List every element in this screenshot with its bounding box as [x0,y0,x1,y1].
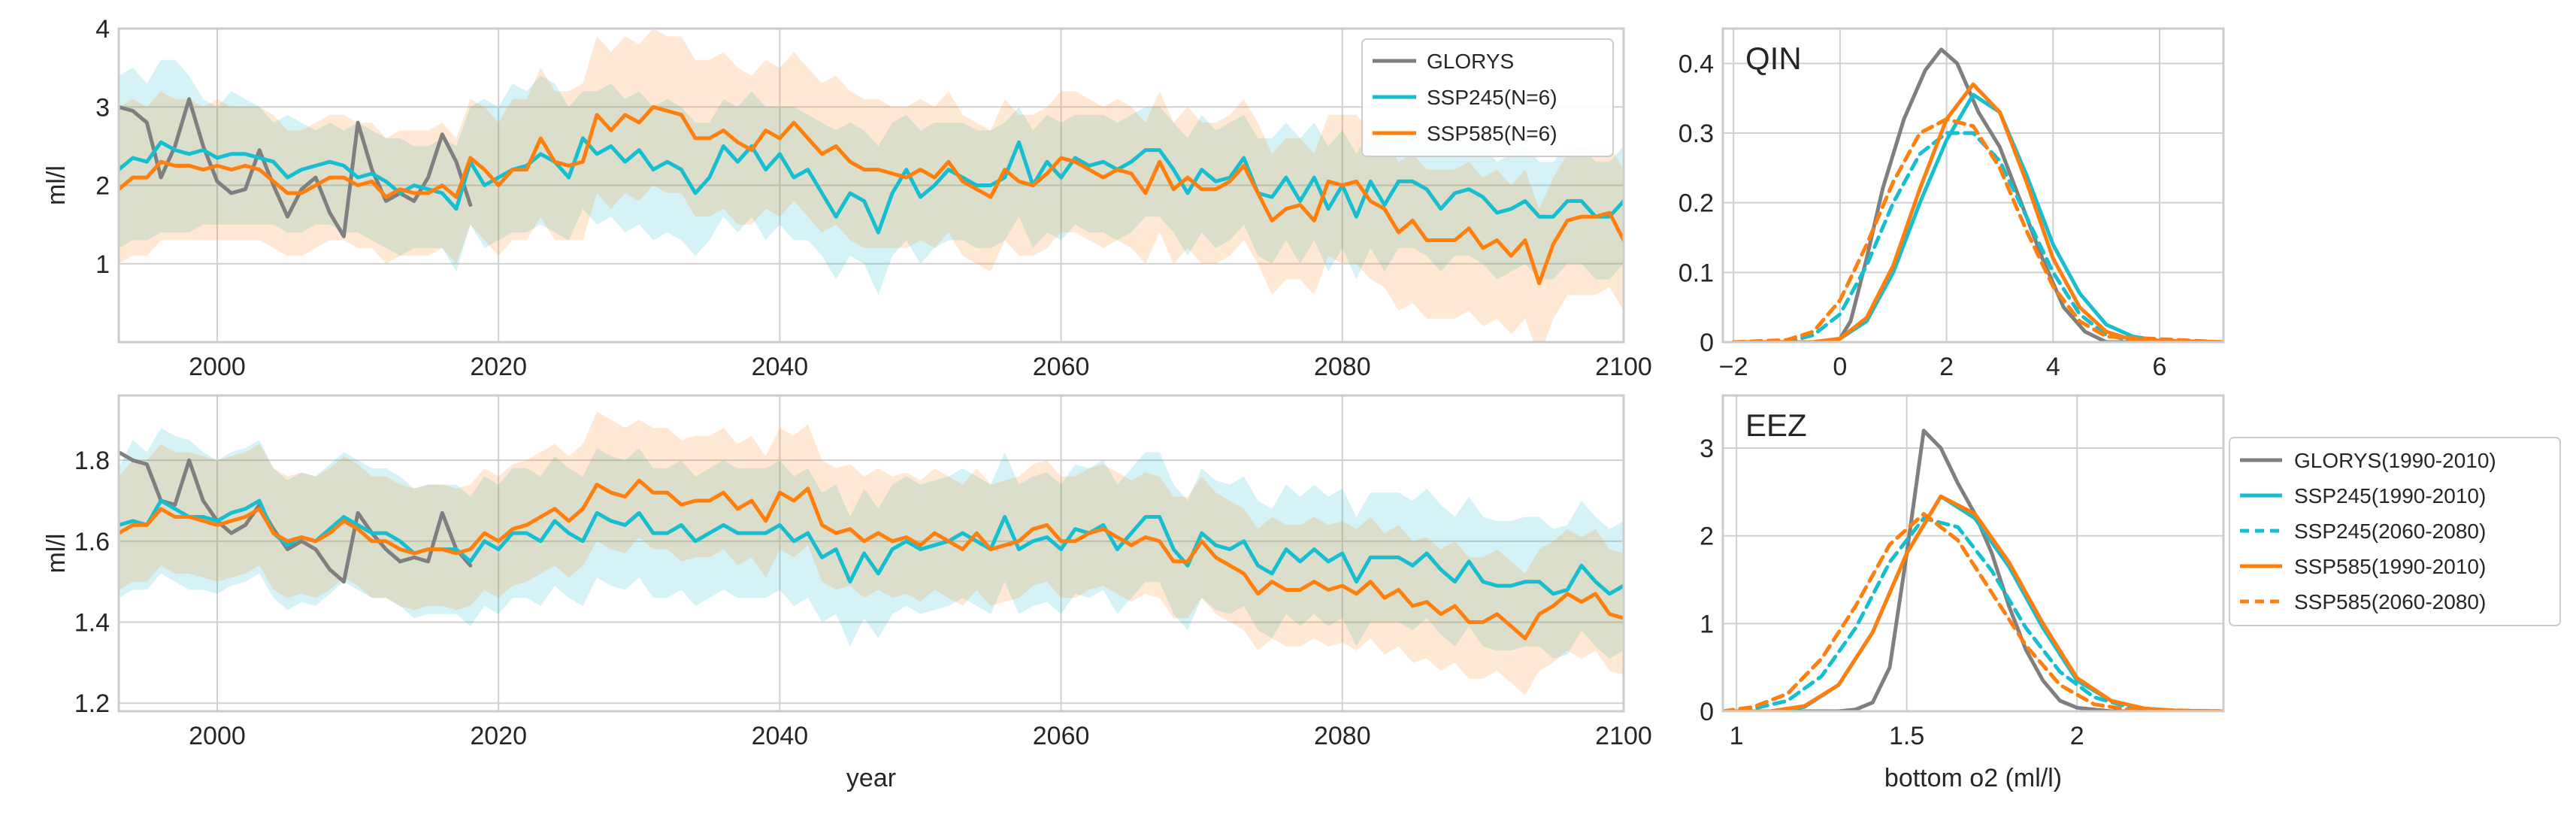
series-line [119,450,473,584]
panel-label: QIN [1745,41,1802,76]
x-tick-label: 2080 [1314,722,1371,750]
legend-box [2229,437,2561,626]
legend-label: SSP245(1990-2010) [2294,484,2486,507]
x-tick-label: 2100 [1595,353,1652,381]
series-line [119,136,1624,235]
series-line [119,498,1624,596]
spread-band [119,59,1624,295]
spread-band [119,428,1624,659]
x-tick-label: 0 [1833,353,1847,381]
x-tick-label: 4 [2046,353,2060,381]
plot-area [119,29,1624,342]
series-line [1723,494,2223,711]
y-axis-label: ml/l [42,534,71,574]
x-tick-label: 1 [1730,722,1744,750]
legend: GLORYS SSP245(N=6) SSP585(N=6) [1361,38,1614,157]
y-tick-label: 0.4 [1678,50,1714,78]
x-tick-label: 2000 [189,353,246,381]
series-line [1723,512,2223,711]
grid-lines [1723,395,2223,712]
legend-label: SSP585(N=6) [1427,122,1557,145]
plot-area [1723,429,2223,711]
x-tick-label: 1.5 [1889,722,1924,750]
x-tick-label: 2 [2070,722,2084,750]
chart-panel-ts_qin: 2000 2020 2040 2060 2080 2100 1 2 3 4 ml/l GLORYS SS… [42,15,1652,381]
y-tick-label: 0.3 [1678,120,1714,148]
x-tick-label: 2 [1939,353,1954,381]
axes-frame [117,27,1625,344]
y-tick-label: 1.2 [74,689,110,718]
legend-label: SSP245(2060-2080) [2294,520,2486,543]
series-line [119,478,1624,641]
y-tick-label: 3 [95,93,110,122]
series-line [1723,429,2223,711]
series-line [1731,47,2223,342]
x-tick-label: 6 [2153,353,2167,381]
axes-frame [1721,27,2225,344]
legend: GLORYS(1990-2010) SSP245(1990-2010) SSP245… [2229,437,2561,626]
spread-band [119,29,1624,342]
y-tick-label: 1.4 [74,609,110,638]
plot-area [1731,47,2223,342]
series-line [1723,494,2223,711]
chart-panel-ts_eez: 2000 2020 2040 2060 2080 2100 1.2 1.4 1.6 1.8 ml/l… [42,394,1652,792]
legend-label: SSP245(N=6) [1427,86,1557,109]
x-tick-label: 2040 [752,722,809,750]
plot-area [119,411,1624,695]
x-tick-label: 2040 [752,353,809,381]
y-tick-label: 0.2 [1678,189,1714,218]
x-tick-label: 2080 [1314,353,1371,381]
legend-label: SSP585(2060-2080) [2294,590,2486,614]
x-tick-label: 2020 [470,353,527,381]
legend-label: GLORYS(1990-2010) [2294,449,2496,472]
series-line [119,105,1624,286]
y-tick-label: 1.8 [74,447,110,475]
y-tick-label: 2 [1700,523,1714,551]
x-axis-label: year [846,764,896,792]
axes-frame [1721,394,2225,713]
y-tick-label: 1 [1700,610,1714,638]
chart-panel-pdf_qin: −2 0 2 4 600.10.20.30.4 QIN [1678,27,2225,381]
series-line [1731,82,2223,342]
y-tick-label: 1 [95,250,110,279]
x-tick-label: 2000 [189,722,246,750]
series-line [1731,131,2223,342]
series-line [1723,516,2223,711]
y-tick-label: 1.6 [74,528,110,556]
series-line [119,97,473,238]
legend-label: SSP585(1990-2010) [2294,555,2486,578]
spread-band [119,411,1624,695]
y-tick-label: 0 [1700,329,1714,357]
y-axis-label: ml/l [42,165,71,205]
x-tick-label: 2020 [470,722,527,750]
series-line [1731,117,2223,342]
x-tick-label: −2 [1719,353,1748,381]
x-tick-label: 2060 [1033,722,1090,750]
axes-frame [117,394,1625,713]
legend-label: GLORYS [1427,50,1514,73]
panel-label: EEZ [1745,408,1807,443]
y-tick-label: 0.1 [1678,259,1714,287]
x-tick-label: 2060 [1033,353,1090,381]
legend-box [1361,38,1614,157]
y-tick-label: 0 [1700,698,1714,726]
y-tick-label: 2 [95,172,110,201]
x-tick-label: 2100 [1595,722,1652,750]
x-axis-label: bottom o2 (ml/l) [1884,764,2062,792]
y-tick-label: 4 [95,15,110,44]
y-tick-label: 3 [1700,435,1714,463]
